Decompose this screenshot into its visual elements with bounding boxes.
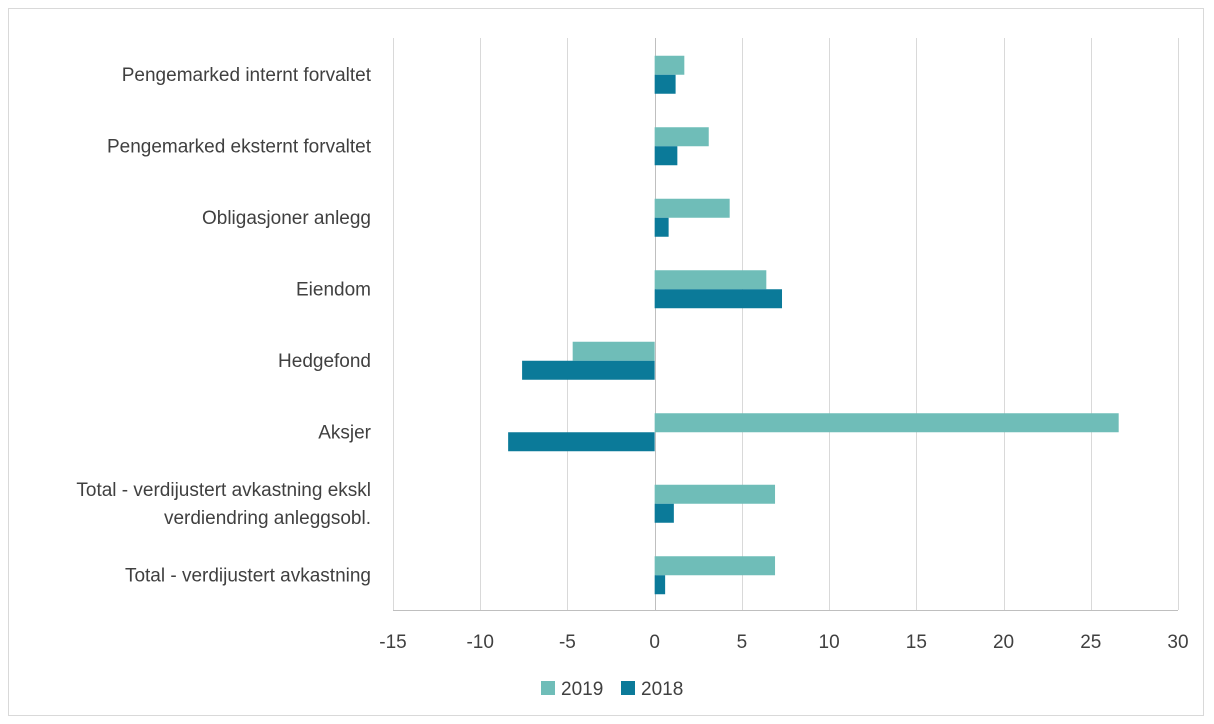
bar-2019-7: [654, 484, 776, 504]
bar-2019-8: [654, 556, 776, 576]
bar-2018-7: [654, 503, 674, 523]
x-tick-label: 15: [906, 632, 927, 653]
legend-swatch-2018: [621, 681, 635, 695]
category-label: Total - verdijustert avkastning: [125, 565, 371, 586]
bar-2018-8: [654, 575, 666, 595]
legend-label-2018: 2018: [641, 679, 683, 700]
category-label: Aksjer: [318, 422, 371, 443]
category-label: Pengemarked eksternt forvaltet: [107, 136, 372, 157]
bar-2019-2: [654, 127, 709, 147]
x-tick-label: 5: [737, 632, 748, 653]
bar-2019-6: [654, 413, 1119, 433]
category-label: Eiendom: [296, 279, 371, 300]
bar-2018-1: [654, 74, 676, 94]
x-tick-label: 0: [649, 632, 660, 653]
x-tick-label: -5: [559, 632, 576, 653]
category-label: verdiendring anleggsobl.: [164, 508, 371, 529]
category-label: Hedgefond: [278, 351, 371, 372]
bar-2019-3: [654, 198, 730, 218]
bar-2019-5: [572, 341, 655, 361]
bar-2018-4: [654, 289, 783, 309]
bar-2018-6: [508, 432, 655, 452]
x-tick-label: -10: [466, 632, 493, 653]
x-tick-label: 25: [1080, 632, 1101, 653]
bar-2018-3: [654, 217, 669, 237]
category-label: Pengemarked internt forvaltet: [122, 65, 372, 86]
legend-label-2019: 2019: [561, 679, 603, 700]
category-label: Total - verdijustert avkastning ekskl: [76, 480, 371, 501]
bar-2018-5: [522, 360, 655, 380]
x-tick-label: 10: [819, 632, 840, 653]
bar-2019-1: [654, 55, 685, 75]
x-tick-label: 30: [1167, 632, 1188, 653]
x-tick-label: -15: [379, 632, 406, 653]
legend-swatch-2019: [541, 681, 555, 695]
x-tick-label: 20: [993, 632, 1014, 653]
bar-2018-2: [654, 146, 678, 166]
bar-2019-4: [654, 270, 767, 290]
category-label: Obligasjoner anlegg: [202, 208, 371, 229]
